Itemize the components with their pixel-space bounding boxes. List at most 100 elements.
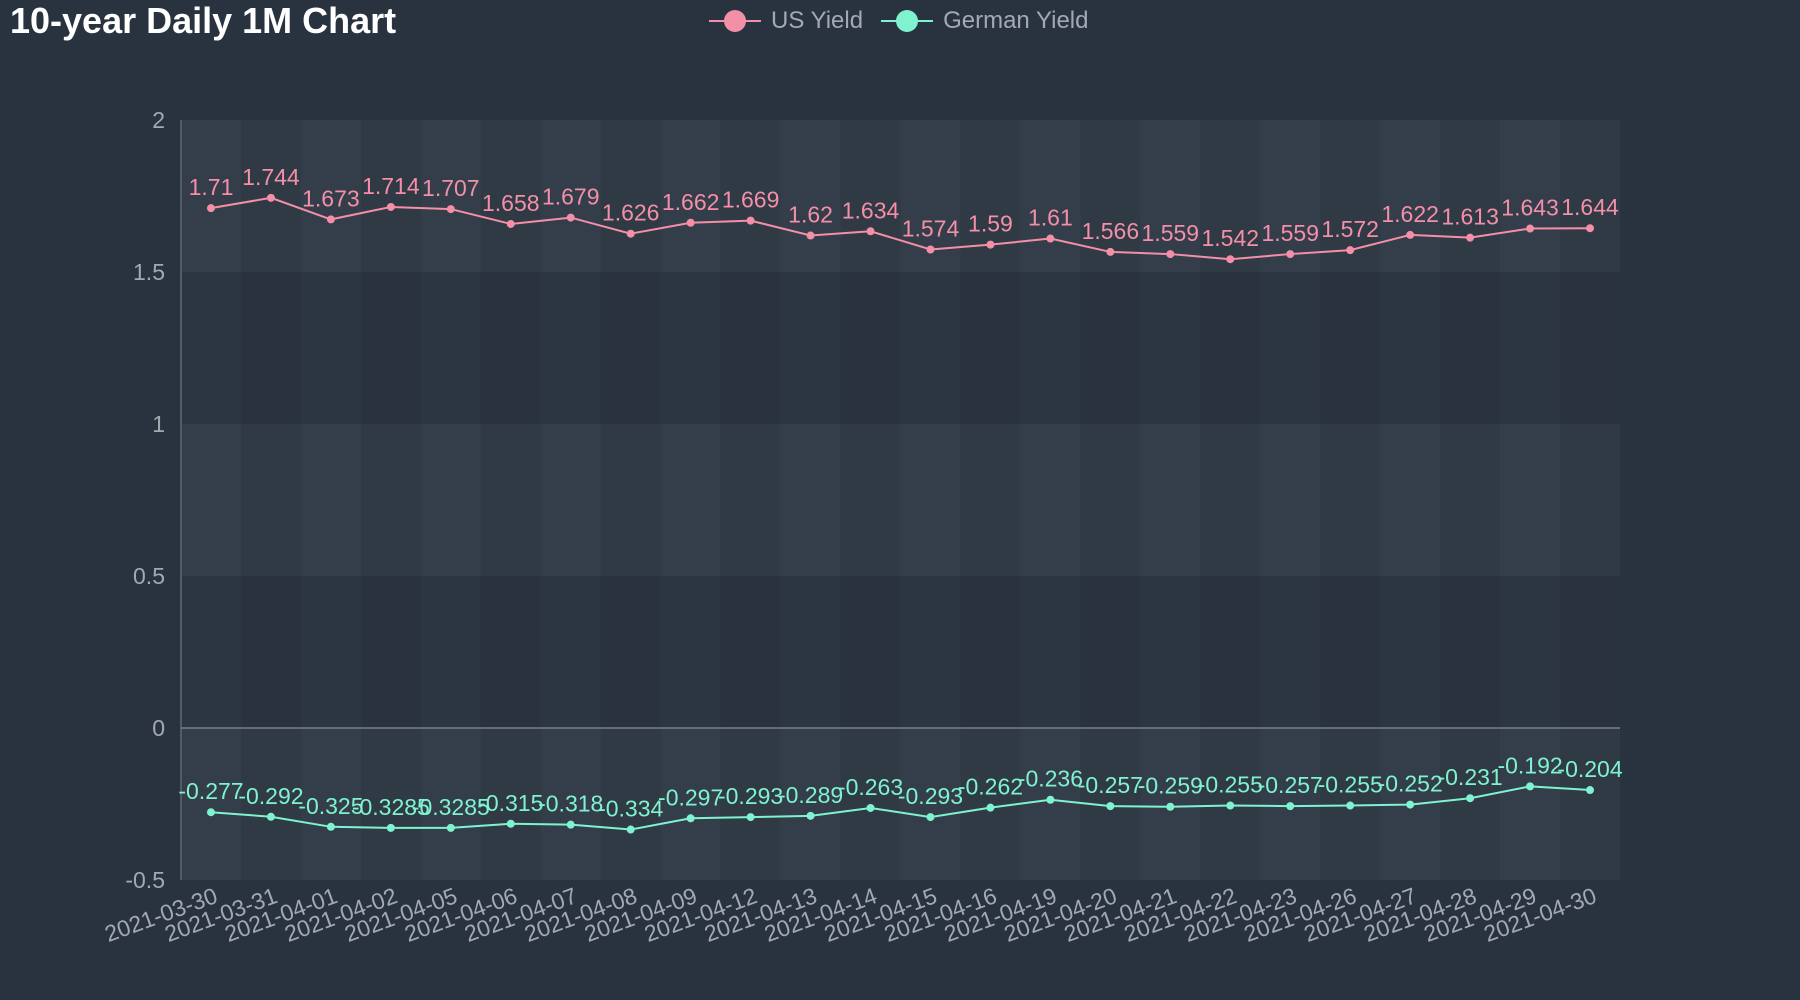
data-label-german-yield: -0.3285 xyxy=(352,794,430,820)
data-label-german-yield: -0.257 xyxy=(1078,772,1143,798)
grid-column xyxy=(480,120,541,880)
data-label-us-yield: 1.574 xyxy=(902,216,960,242)
series-line-us-yield xyxy=(210,196,1591,261)
data-label-us-yield: 1.566 xyxy=(1082,218,1140,244)
data-label-us-yield: 1.59 xyxy=(968,211,1013,237)
data-label-us-yield: 1.634 xyxy=(842,197,900,223)
data-point-us-yield xyxy=(1526,224,1535,233)
data-point-us-yield xyxy=(1346,246,1355,255)
data-label-us-yield: 1.662 xyxy=(662,189,720,215)
data-label-german-yield: -0.293 xyxy=(898,783,963,809)
data-point-german-yield xyxy=(926,813,935,822)
data-point-us-yield xyxy=(266,193,275,202)
data-point-german-yield xyxy=(1526,782,1535,791)
data-point-us-yield xyxy=(626,229,635,238)
grid-column xyxy=(1440,120,1501,880)
data-point-german-yield xyxy=(1046,795,1055,804)
data-label-german-yield: -0.252 xyxy=(1378,771,1443,797)
data-label-german-yield: -0.3285 xyxy=(412,794,490,820)
data-label-german-yield: -0.204 xyxy=(1557,756,1622,782)
grid-column xyxy=(1560,120,1620,880)
data-point-us-yield xyxy=(986,240,995,249)
data-label-german-yield: -0.257 xyxy=(1258,772,1323,798)
data-point-german-yield xyxy=(446,823,455,832)
legend-item-us-yield[interactable]: US Yield xyxy=(709,6,863,36)
data-point-german-yield xyxy=(746,813,755,822)
data-label-german-yield: -0.293 xyxy=(718,783,783,809)
data-label-german-yield: -0.334 xyxy=(598,796,663,822)
data-label-german-yield: -0.277 xyxy=(178,778,243,804)
data-label-us-yield: 1.62 xyxy=(788,202,833,228)
data-point-us-yield xyxy=(1286,250,1295,259)
data-point-german-yield xyxy=(1166,802,1175,811)
data-label-us-yield: 1.644 xyxy=(1561,194,1619,220)
data-point-german-yield xyxy=(206,808,215,817)
data-point-us-yield xyxy=(1226,255,1235,264)
data-label-us-yield: 1.559 xyxy=(1261,220,1319,246)
data-point-german-yield xyxy=(986,803,995,812)
data-point-us-yield xyxy=(206,204,215,213)
grid-column xyxy=(720,120,781,880)
data-point-german-yield xyxy=(1226,801,1235,810)
data-point-german-yield xyxy=(1466,794,1475,803)
data-point-german-yield xyxy=(386,823,395,832)
data-point-us-yield xyxy=(506,219,515,228)
data-point-german-yield xyxy=(866,803,875,812)
data-label-german-yield: -0.231 xyxy=(1437,764,1502,790)
data-point-us-yield xyxy=(566,213,575,222)
data-point-us-yield xyxy=(386,202,395,211)
data-label-us-yield: 1.679 xyxy=(542,184,600,210)
data-point-us-yield xyxy=(1466,233,1475,242)
data-point-us-yield xyxy=(1406,230,1415,239)
grid-column xyxy=(600,120,661,880)
data-point-german-yield xyxy=(686,814,695,823)
data-label-german-yield: -0.297 xyxy=(658,784,723,810)
data-label-us-yield: 1.658 xyxy=(482,190,540,216)
legend-item-german-yield[interactable]: German Yield xyxy=(881,6,1088,36)
data-label-us-yield: 1.542 xyxy=(1201,225,1259,251)
grid-band xyxy=(181,576,1620,728)
data-label-us-yield: 1.643 xyxy=(1501,195,1559,221)
data-label-us-yield: 1.559 xyxy=(1142,220,1200,246)
grid-column xyxy=(1200,120,1261,880)
y-tick-label: 0 xyxy=(152,715,165,741)
y-tick-label: -0.5 xyxy=(125,867,165,893)
data-label-us-yield: 1.707 xyxy=(422,175,480,201)
legend-marker-us-yield xyxy=(709,6,761,36)
y-tick-label: 2 xyxy=(152,107,165,133)
data-point-us-yield xyxy=(686,218,695,227)
data-point-german-yield xyxy=(326,822,335,831)
data-label-us-yield: 1.71 xyxy=(189,174,234,200)
data-point-us-yield xyxy=(866,227,875,236)
data-point-german-yield xyxy=(1586,786,1595,795)
data-label-us-yield: 1.572 xyxy=(1321,216,1379,242)
data-point-german-yield xyxy=(806,811,815,820)
data-point-us-yield xyxy=(1166,250,1175,259)
data-label-us-yield: 1.622 xyxy=(1381,201,1439,227)
chart-title: 10-year Daily 1M Chart xyxy=(10,0,397,41)
data-point-us-yield xyxy=(926,245,935,254)
data-label-german-yield: -0.192 xyxy=(1497,752,1562,778)
data-point-us-yield xyxy=(806,231,815,240)
legend-label-us-yield: US Yield xyxy=(771,7,864,34)
data-label-german-yield: -0.236 xyxy=(1018,766,1083,792)
y-tick-label: 1 xyxy=(152,411,165,437)
data-point-us-yield xyxy=(446,205,455,214)
grid-column xyxy=(240,120,301,880)
grid-band xyxy=(181,424,1620,576)
data-point-german-yield xyxy=(266,812,275,821)
data-label-us-yield: 1.673 xyxy=(302,185,360,211)
data-point-german-yield xyxy=(566,820,575,829)
data-label-german-yield: -0.255 xyxy=(1198,772,1263,798)
data-label-german-yield: -0.292 xyxy=(238,783,303,809)
y-tick-label: 1.5 xyxy=(133,259,165,285)
data-point-us-yield xyxy=(746,216,755,225)
y-tick-label: 0.5 xyxy=(133,563,165,589)
data-label-us-yield: 1.714 xyxy=(362,173,420,199)
grid-band xyxy=(181,728,1620,880)
data-label-german-yield: -0.325 xyxy=(298,793,363,819)
data-point-german-yield xyxy=(1286,802,1295,811)
data-point-us-yield xyxy=(1586,224,1595,233)
grid-column xyxy=(360,120,421,880)
data-point-german-yield xyxy=(1106,802,1115,811)
